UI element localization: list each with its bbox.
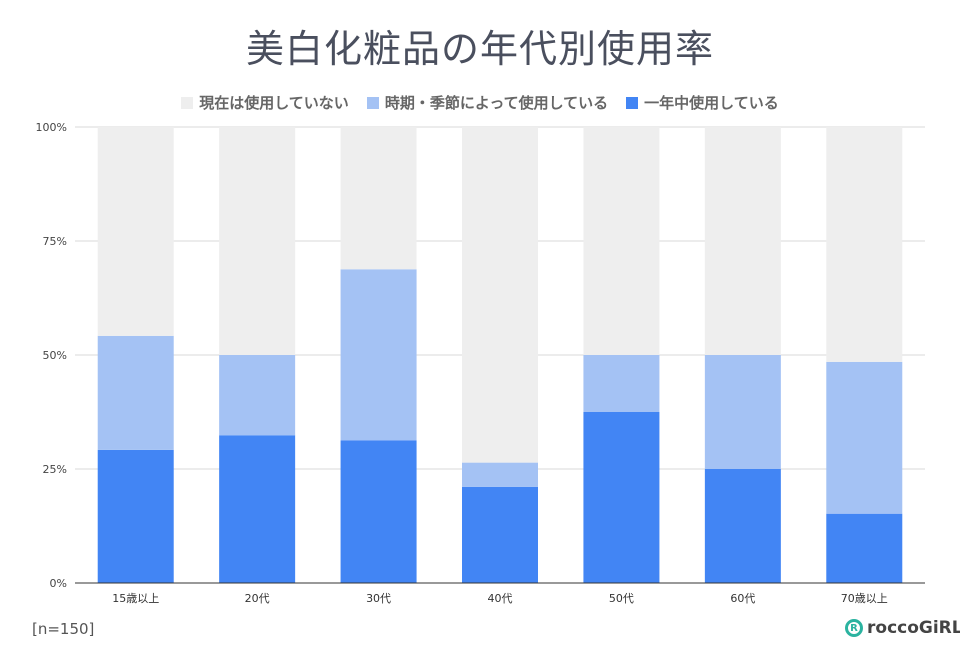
legend-label: 現在は使用していない [199, 94, 349, 112]
y-tick-label: 25% [43, 463, 67, 476]
sample-size-note: [n=150] [32, 620, 95, 638]
bar-segment [462, 486, 538, 583]
legend-label: 時期・季節によって使用している [384, 94, 609, 112]
legend-swatch [181, 96, 194, 109]
bar-segment [826, 513, 903, 583]
legend-label: 一年中使用している [644, 94, 779, 112]
bar-segment [97, 335, 174, 450]
bar-segment [583, 412, 660, 583]
chart-title: 美白化粧品の年代別使用率 [245, 27, 714, 71]
x-tick-label: 70歳以上 [841, 592, 888, 605]
x-tick-label: 40代 [488, 592, 513, 605]
bar-segment [583, 127, 660, 355]
bar-segment [462, 462, 538, 487]
legend-swatch [366, 96, 379, 109]
legend-swatch [626, 96, 639, 109]
y-tick-label: 100% [36, 121, 67, 134]
bar-segment [97, 449, 174, 583]
bar-segment [826, 361, 903, 514]
x-tick-label: 30代 [366, 592, 391, 605]
x-tick-label: 60代 [730, 592, 755, 605]
legend-item: 現在は使用していない [181, 92, 349, 113]
bar-segment [462, 127, 538, 463]
bar-segment [826, 127, 903, 362]
y-tick-label: 0% [50, 577, 67, 590]
x-tick-label: 15歳以上 [112, 592, 159, 605]
legend: 現在は使用していない 時期・季節によって使用している 一年中使用している [0, 92, 960, 113]
x-tick-label: 50代 [609, 592, 634, 605]
bar-segment [583, 355, 660, 412]
bar-segment [219, 435, 296, 583]
logo-text: roccoGiRL [867, 618, 960, 638]
logo-icon: R [845, 619, 863, 637]
bar-segment [97, 127, 174, 336]
bar-segment [340, 440, 417, 583]
y-tick-label: 50% [43, 349, 67, 362]
bar-segment [340, 127, 417, 270]
legend-item: 一年中使用している [626, 92, 779, 113]
legend-item: 時期・季節によって使用している [366, 92, 609, 113]
bar-segment [340, 269, 417, 441]
bar-segment [219, 127, 296, 355]
x-tick-label: 20代 [245, 592, 270, 605]
bar-segment [704, 127, 781, 355]
bar-segment [219, 355, 296, 436]
bar-segment [704, 355, 781, 469]
y-tick-label: 75% [43, 235, 67, 248]
bar-segment [704, 469, 781, 583]
